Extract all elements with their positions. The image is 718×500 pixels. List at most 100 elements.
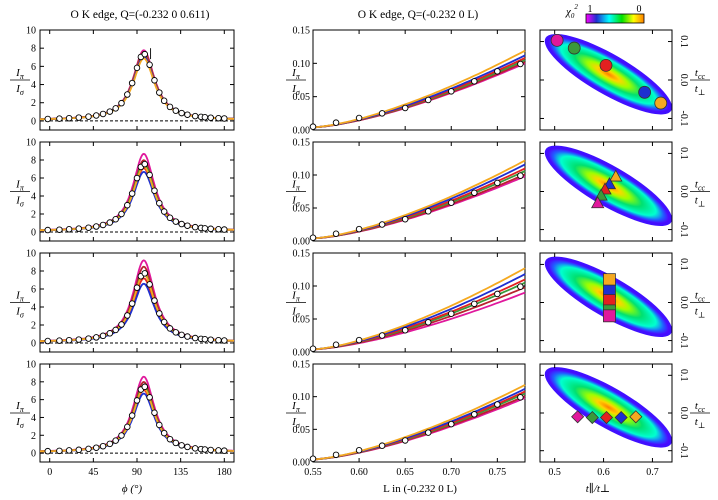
L-data-point [355,114,363,122]
phi-ytick-label: 8 [31,44,36,55]
L-curve-blue [312,163,526,240]
phi-data-point [141,270,149,277]
phi-data-point [128,79,136,87]
phi-data-point [128,190,136,197]
phi-data-point [201,335,209,343]
phi-data-point [65,336,73,344]
L-ytick-label: 0.15 [293,138,311,149]
phi-data-point [93,112,100,119]
phi-data-point [118,432,125,439]
phi-data-point [56,226,63,233]
phi-data-point [221,226,228,233]
phi-data-point [151,409,158,417]
phi-curve-magenta [40,259,234,342]
phi-data-point [141,50,149,58]
L-ylabel-numerator-sub: π [296,72,301,81]
phi-data-point [112,326,119,334]
phi-data-point [178,220,185,228]
chi2-ytick-label: 0.1 [678,258,689,271]
phi-data-point [112,216,119,223]
L-curve-orange [312,159,526,240]
L-ytick-label: 0.10 [293,59,311,70]
phi-data-point [106,440,114,448]
L-ytick-label: 0.05 [293,204,311,215]
phi-data-point [172,329,180,336]
phi-ytick-label: 4 [31,413,36,424]
chi2-ytick-label: 0.1 [678,369,689,382]
phi-data-point [172,218,180,225]
phi-ylabel-numerator-sub: π [20,72,25,81]
L-ytick-label: 0.00 [293,458,311,469]
chi2-ylabel-denominator: t⊥ [695,416,706,430]
phi-data-point [156,421,163,429]
L-data-point [471,78,478,85]
phi-ylabel-denominator-sub: σ [20,88,25,97]
L-data-point [471,300,478,308]
chi2-ylabel-numerator-sub: cc [698,184,706,193]
chi2-xtick-label: 0.7 [646,467,659,478]
chi2-ylabel-numerator-sub: cc [698,405,706,414]
chi2-ylabel-numerator: tcc [695,67,706,81]
L-ytick-label: 0.15 [293,26,311,37]
L-xtick-label: 0.55 [304,467,322,478]
phi-ylabel-numerator-sub: π [20,295,25,304]
L-data-point [355,336,363,344]
phi-ylabel-numerator: Iπ [15,67,25,81]
phi-data-point [178,109,185,117]
phi-ytick-label: 8 [31,267,36,278]
phi-data-point [166,103,174,111]
L-ytick-label: 0.00 [293,237,311,248]
phi-data-point [201,225,209,232]
phi-data-point [184,443,191,451]
phi-ytick-label: 6 [31,395,36,406]
phi-xtick-label: 135 [173,467,188,478]
phi-curve-magenta [39,152,235,231]
phi-data-point [99,221,107,229]
phi-data-point [207,336,214,343]
L-data-point [424,319,432,326]
chi2-marker-square [603,309,616,323]
L-xtick-label: 0.70 [443,467,461,478]
L-data-point [494,68,501,75]
phi-ytick-label: 2 [31,431,36,442]
L-ytick-label: 0.10 [293,171,311,182]
phi-data-point [99,442,107,450]
phi-curve-magenta [40,49,234,120]
phi-data-point [124,91,131,98]
L-curve-orange [312,384,526,461]
L-ylabel-numerator: Iπ [291,290,301,304]
L-curve-blue [312,387,526,461]
L-data-point [448,420,455,428]
phi-data-point [156,310,163,317]
phi-data-point [184,222,191,229]
L-curve-red [312,57,526,129]
phi-data-point [44,115,52,123]
phi-data-point [191,445,199,452]
L-xtick-label: 0.75 [489,467,507,478]
L-ytick-label: 0.15 [293,249,311,260]
phi-ytick-label: 6 [31,62,36,73]
L-data-point [309,234,317,241]
phi-data-point [160,318,168,326]
chi2-marker-diamond [585,410,599,425]
phi-data-point [146,171,153,179]
phi-ylabel-numerator-sub: π [20,184,25,193]
chi2-ylabel-numerator: tcc [695,400,706,414]
L-curve-green [312,170,526,240]
chi2-marker-circle [550,33,564,47]
L-ytick-label: 0.10 [293,392,311,403]
L-data-point [424,208,432,215]
L-ylabel: Iπ Iσ [286,67,306,97]
phi-ylabel-numerator: Iπ [15,179,25,193]
chi2-ytick-label: 0.0 [678,185,689,198]
L-data-point [448,88,455,95]
colorbar-max: 0 [637,4,642,15]
phi-data-point [151,187,158,194]
phi-data-point [85,335,92,342]
phi-data-point [178,442,185,449]
phi-data-point [184,333,191,340]
L-data-point [401,104,409,112]
L-curve-orange [312,49,526,129]
L-data-point [401,437,409,444]
phi-ytick-label: 6 [31,174,36,185]
